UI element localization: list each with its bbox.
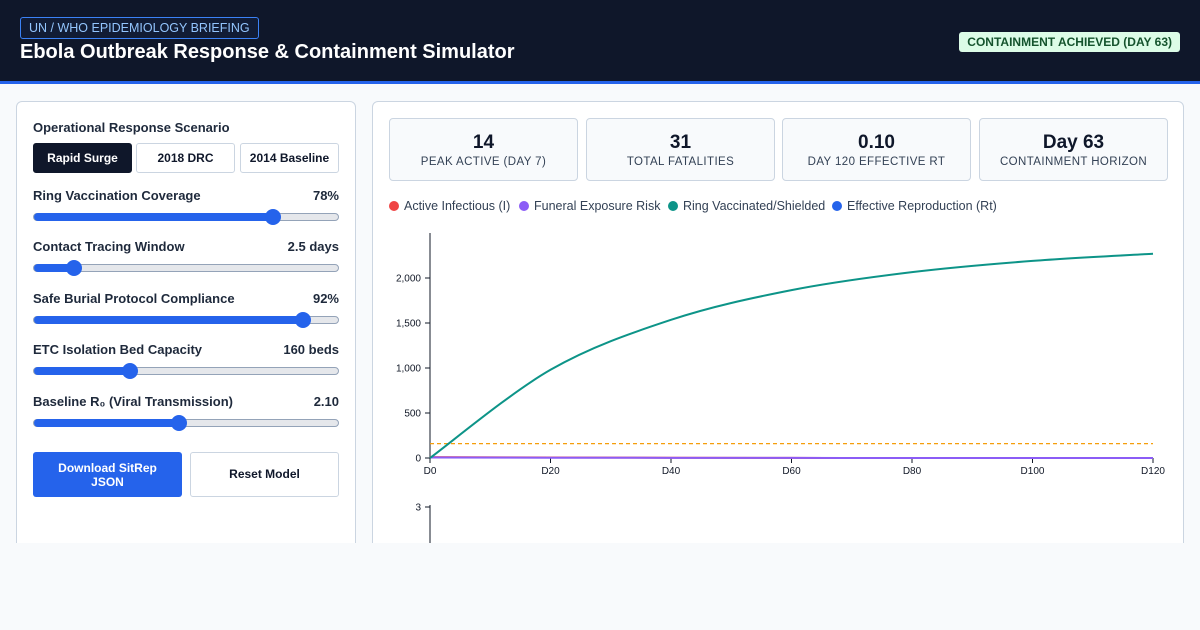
legend-dot	[668, 201, 678, 211]
status-badge: CONTAINMENT ACHIEVED (DAY 63)	[959, 32, 1180, 52]
param-value-r0: 2.10	[313, 394, 339, 409]
results-panel: 14 PEAK ACTIVE (DAY 7) 31 TOTAL FATALITI…	[372, 101, 1184, 561]
param-label-vaccination: Ring Vaccination Coverage	[33, 188, 201, 203]
param-label-beds: ETC Isolation Bed Capacity	[33, 342, 203, 357]
page-fold	[0, 543, 1200, 630]
slider-thumb[interactable]	[264, 209, 281, 225]
page-title: Ebola Outbreak Response & Containment Si…	[20, 41, 515, 63]
baseline-r0-slider[interactable]	[33, 415, 339, 431]
ring-vaccinated-shielded-line	[429, 252, 1154, 459]
kpi-value: Day 63	[1042, 132, 1105, 153]
slider-fill	[34, 264, 74, 272]
param-label-tracing: Contact Tracing Window	[33, 239, 185, 254]
epidemic-chart: 0 500 1,000 1,500 2,000 D0 D20 D40 D60 D80 D100 D12…	[396, 233, 1165, 560]
vaccination-coverage-slider[interactable]	[33, 209, 339, 225]
slider-fill	[34, 213, 273, 221]
kpi-label: PEAK ACTIVE (DAY 7)	[420, 156, 547, 168]
slider-thumb[interactable]	[295, 312, 312, 328]
bed-capacity-slider[interactable]	[33, 363, 339, 379]
kpi-label: TOTAL FATALITIES	[626, 156, 735, 168]
kpi-value: 0.10	[858, 132, 895, 153]
param-value-vaccination: 78%	[312, 188, 339, 203]
legend-dot	[832, 201, 842, 211]
briefing-tag: UN / WHO EPIDEMIOLOGY BRIEFING	[20, 17, 259, 39]
y-tick-label: 1,000	[396, 364, 421, 375]
param-value-burial: 92%	[312, 291, 339, 306]
legend-label: Ring Vaccinated/Shielded	[683, 199, 826, 213]
x-tick-label: D60	[782, 466, 801, 477]
legend-label: Effective Reproduction (Rt)	[847, 199, 997, 213]
scenario-button-2014-baseline[interactable]: 2014 Baseline	[240, 143, 339, 173]
param-label-burial: Safe Burial Protocol Compliance	[33, 291, 235, 306]
legend-dot	[389, 201, 399, 211]
param-label-r0: Baseline R₀ (Viral Transmission)	[33, 394, 233, 409]
slider-fill	[34, 367, 131, 375]
x-tick-label: D120	[1141, 466, 1165, 477]
legend-label: Active Infectious (I)	[404, 199, 511, 213]
kpi-card-effective-rt: 0.10 DAY 120 EFFECTIVE RT	[782, 118, 971, 181]
y-tick-label: 500	[404, 409, 421, 420]
kpi-label: DAY 120 EFFECTIVE RT	[807, 156, 946, 168]
scenario-button-2018-drc[interactable]: 2018 DRC	[136, 143, 235, 173]
burial-compliance-slider[interactable]	[33, 312, 339, 328]
legend-label: Funeral Exposure Risk	[534, 199, 661, 213]
slider-thumb[interactable]	[171, 415, 188, 431]
x-tick-label: D40	[662, 466, 681, 477]
x-tick-label: D0	[424, 466, 437, 477]
download-sitrep-button[interactable]: Download SitRep JSON	[33, 452, 182, 497]
kpi-label: CONTAINMENT HORIZON	[999, 156, 1148, 168]
header-bar: UN / WHO EPIDEMIOLOGY BRIEFING Ebola Out…	[0, 0, 1200, 84]
control-panel: Operational Response Scenario Rapid Surg…	[16, 101, 356, 561]
slider-fill	[34, 316, 304, 324]
kpi-card-total-fatalities: 31 TOTAL FATALITIES	[586, 118, 775, 181]
slider-thumb[interactable]	[122, 363, 139, 379]
contact-tracing-slider[interactable]	[33, 260, 339, 276]
kpi-value: 14	[472, 132, 495, 153]
legend-dot	[519, 201, 529, 211]
rt-y-tick-label: 3	[415, 503, 421, 514]
kpi-card-peak-active: 14 PEAK ACTIVE (DAY 7)	[389, 118, 578, 181]
y-tick-label: 0	[415, 454, 421, 465]
reset-model-button[interactable]: Reset Model	[190, 452, 339, 497]
kpi-value: 31	[669, 132, 692, 153]
param-value-tracing: 2.5 days	[287, 239, 339, 254]
y-tick-label: 1,500	[396, 319, 421, 330]
param-value-beds: 160 beds	[283, 342, 339, 357]
scenario-label: Operational Response Scenario	[33, 120, 230, 135]
x-tick-label: D80	[903, 466, 922, 477]
x-tick-label: D100	[1021, 466, 1045, 477]
slider-thumb[interactable]	[65, 260, 82, 276]
kpi-card-containment-horizon: Day 63 CONTAINMENT HORIZON	[979, 118, 1168, 181]
y-tick-label: 2,000	[396, 274, 421, 285]
x-tick-label: D20	[541, 466, 560, 477]
scenario-button-rapid-surge[interactable]: Rapid Surge	[33, 143, 132, 173]
slider-fill	[34, 419, 180, 427]
